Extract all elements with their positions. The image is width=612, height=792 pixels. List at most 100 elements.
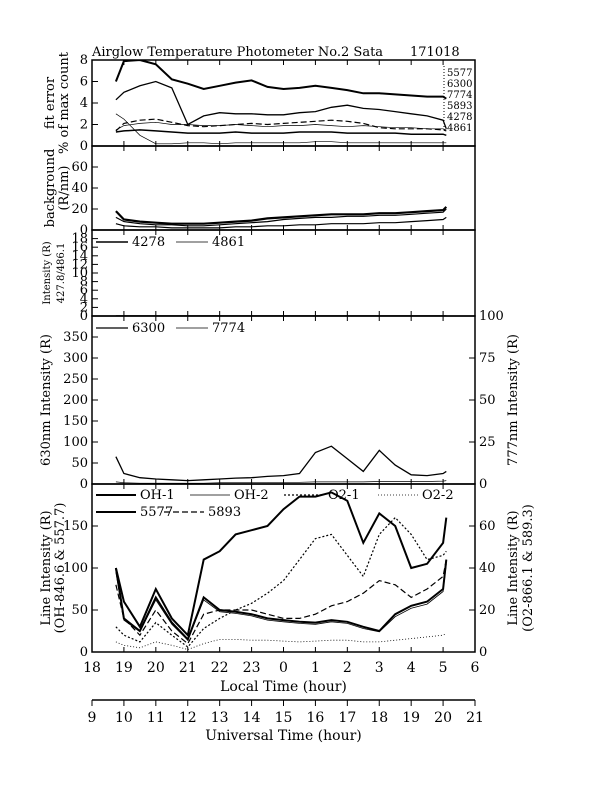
y-tick-label: 2 <box>80 118 88 133</box>
legend-label: 5577 <box>140 505 173 520</box>
x-tick-label-ut: 9 <box>88 710 97 726</box>
x-tick-label-local: 1 <box>311 660 320 676</box>
x-tick-label-ut: 18 <box>370 710 388 726</box>
y-right-tick-label: 60 <box>479 519 496 534</box>
y-right-tick-label: 25 <box>479 435 496 450</box>
y-tick-label: 18 <box>71 232 88 247</box>
y-axis-label: fit error <box>43 76 58 129</box>
x-tick-label-local: 2 <box>343 660 352 676</box>
y-axis-label-2: (OH-846.6 & 557.7) <box>53 503 68 634</box>
y-right-tick-label: 75 <box>479 351 496 366</box>
y-tick-label: 300 <box>63 351 88 366</box>
x-tick-label-local: 21 <box>179 660 197 676</box>
series-line-6300 <box>115 445 447 482</box>
y-tick-label: 60 <box>71 160 88 175</box>
y-right-tick-label: 50 <box>479 393 496 408</box>
x-tick-label-ut: 11 <box>147 710 165 726</box>
chart-date-code: 171018 <box>410 45 460 60</box>
y-tick-label: 50 <box>71 603 88 618</box>
y-axis-label: Line Intensity (R) <box>39 510 54 625</box>
y-right-tick-label: 100 <box>479 309 504 324</box>
y-tick-label: 0 <box>80 645 88 660</box>
x-axis-ut: 9 10 11 12 13 14 15 16 17 18 19 20 21 Universal Time … <box>88 699 484 744</box>
y-tick-label: 14 <box>71 249 88 264</box>
legend-label: 6300 <box>447 79 472 90</box>
series-line-5893 <box>115 118 447 132</box>
legend-label: 4278 <box>132 235 165 250</box>
series-line-bg-1 <box>115 208 447 227</box>
panel-frame <box>91 315 476 485</box>
panel-intensity_630_777: 0 50 100 150 200 250 300 350 0 25 50 75 100 630nm Int… <box>39 309 521 492</box>
x-tick-label-local: 23 <box>243 660 261 676</box>
series-line-bg-0 <box>115 206 448 225</box>
x-tick-label-ut: 13 <box>211 710 229 726</box>
y-tick-label: 150 <box>63 519 88 534</box>
y-tick-label: 6 <box>80 283 88 298</box>
x-tick-label-local: 4 <box>407 660 416 676</box>
legend-label: 5577 <box>447 68 472 79</box>
x-tick-label-local: 20 <box>147 660 165 676</box>
y-tick-label: 16 <box>71 240 88 255</box>
y-tick-label: 40 <box>71 181 88 196</box>
y-tick-label: 12 <box>71 257 88 272</box>
y-right-axis-label: Line Intensity (R) <box>506 510 521 625</box>
x-axis-label-local: Local Time (hour) <box>220 679 347 695</box>
y-right-tick-label: 40 <box>479 561 496 576</box>
legend-label: 4861 <box>447 123 472 134</box>
y-tick-label: 0 <box>80 223 88 238</box>
legend-label: O2-2 <box>422 488 454 503</box>
x-tick-label-ut: 21 <box>466 710 484 726</box>
x-axis-label-ut: Universal Time (hour) <box>205 728 362 744</box>
y-tick-label: 8 <box>80 53 88 68</box>
legend-label: 5893 <box>208 505 241 520</box>
series-line-bg-2 <box>115 216 447 229</box>
y-axis-label-2: (R/nm) <box>57 165 72 210</box>
y-right-axis-label-2: (O2-866.1 & 589.3) <box>521 504 536 632</box>
series-line-O2-2 <box>115 633 447 650</box>
y-tick-label: 100 <box>63 561 88 576</box>
y-tick-label: 150 <box>63 414 88 429</box>
y-tick-label: 2 <box>80 300 88 315</box>
series-line-O2-1 <box>115 516 447 648</box>
y-tick-label: 4 <box>80 96 88 111</box>
series-line-7774 <box>115 121 447 131</box>
x-tick-label-ut: 14 <box>243 710 261 726</box>
legend-label: OH-1 <box>140 488 175 503</box>
y-axis-label-2: 427.8/486.1 <box>56 243 67 304</box>
x-tick-label-local: 5 <box>439 660 448 676</box>
series-line-5577 <box>114 491 448 638</box>
y-tick-label: 8 <box>80 275 88 290</box>
y-tick-label: 200 <box>63 393 88 408</box>
x-tick-label-ut: 10 <box>115 710 133 726</box>
series-line-6300 <box>115 80 447 130</box>
y-right-tick-label: 20 <box>479 603 496 618</box>
y-tick-label: 20 <box>71 202 88 217</box>
y-right-tick-label: 0 <box>479 477 487 492</box>
y-tick-label: 4 <box>80 292 88 307</box>
chart-title: Airglow Temperature Photometer No.2 Sata <box>91 45 383 60</box>
y-right-tick-label: 0 <box>479 645 487 660</box>
series-line-5893 <box>115 559 447 645</box>
x-tick-label-local: 6 <box>471 660 480 676</box>
x-tick-label-ut: 17 <box>338 710 356 726</box>
legend-label: 7774 <box>447 90 472 101</box>
legend-label: 4278 <box>447 112 472 123</box>
y-axis-label: 630nm Intensity (R) <box>39 334 54 466</box>
legend-label: O2-1 <box>328 488 360 503</box>
y-axis-label-2: % of max count <box>57 51 72 154</box>
y-tick-label: 10 <box>71 266 88 281</box>
y-tick-label: 6 <box>80 75 88 90</box>
y-tick-label: 350 <box>63 330 88 345</box>
panel-fit_error: 0 2 4 6 8 fit error% of max count 557763007774… <box>43 51 476 154</box>
y-tick-label: 0 <box>80 139 88 154</box>
series-line-4861 <box>115 113 447 145</box>
x-tick-label-ut: 12 <box>179 710 197 726</box>
y-axis-label: background <box>43 149 58 228</box>
legend-label: 5893 <box>447 101 472 112</box>
series-line-5577 <box>114 60 447 100</box>
